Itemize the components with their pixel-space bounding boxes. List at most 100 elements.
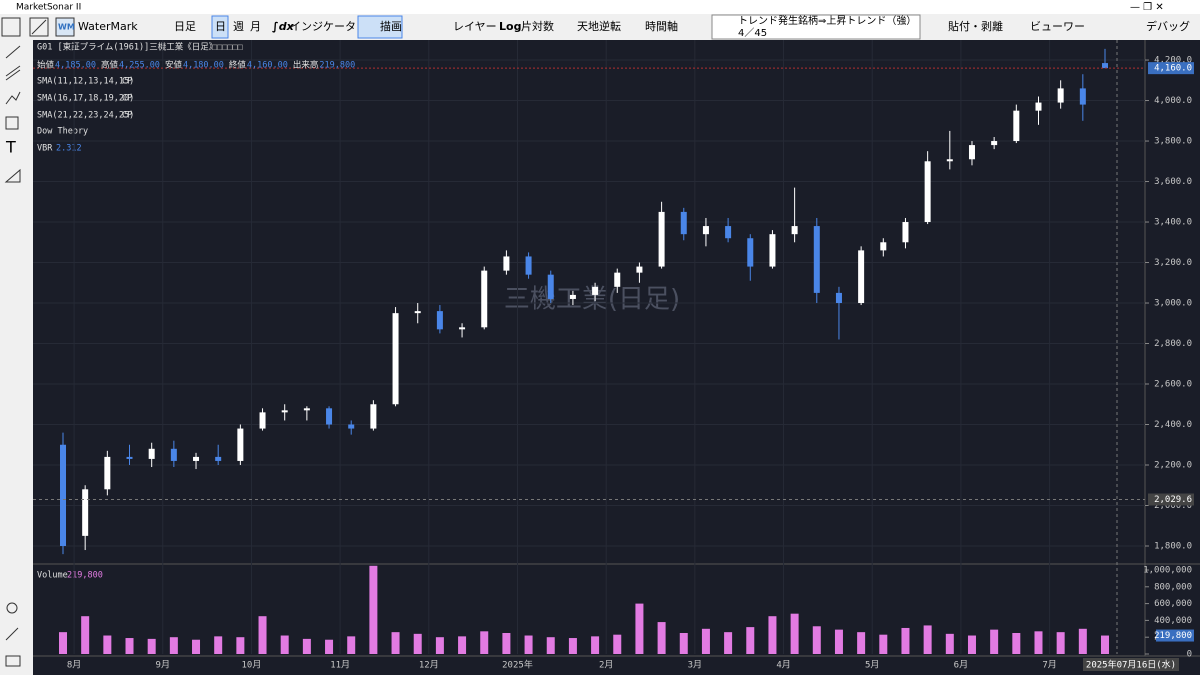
date-box (1083, 658, 1179, 671)
volume-tick-label: 600,000 (1154, 599, 1192, 609)
y-tick-label: 3,600.0 (1154, 177, 1192, 187)
candle-body (1102, 63, 1108, 69)
volume-title: Volume (37, 571, 68, 581)
x-tick-label: 4月 (776, 660, 790, 671)
watermark-button[interactable]: WaterMark (78, 20, 138, 33)
week-button[interactable]: 週 (233, 20, 244, 33)
candle-body (547, 274, 554, 299)
semilog-button[interactable]: 片対数 (521, 19, 554, 33)
volume-tick-label: 400,000 (1154, 616, 1192, 626)
window-controls[interactable]: — ❐ ✕ (1130, 2, 1164, 13)
candle-body (148, 448, 155, 459)
y-tick-label: 3,200.0 (1154, 258, 1192, 268)
day-button[interactable]: 日 (215, 20, 226, 33)
volume-bar (214, 636, 223, 654)
x-tick-label: 10月 (242, 660, 262, 671)
candle-body (658, 211, 665, 267)
volume-bar (857, 632, 866, 654)
volume-bar (990, 629, 999, 654)
info-name: 高値 (101, 60, 119, 71)
info-name: 終値 (229, 60, 247, 71)
volume-bar (458, 636, 467, 654)
volume-bar (724, 632, 733, 654)
candle-body (281, 410, 288, 413)
info-value: 4,185.00 (55, 61, 96, 71)
debug-button[interactable]: デバッグ (1146, 19, 1190, 33)
volume-bar (790, 613, 799, 654)
watermark: 三機工業(日足) (504, 285, 680, 315)
volume-bar (967, 635, 976, 654)
period-select[interactable]: 日足 (174, 20, 196, 33)
volume-tick-label: 1,000,000 (1143, 565, 1192, 575)
candle-body (193, 456, 200, 461)
dow-theory: Dow Theory (37, 127, 88, 137)
volume-bar (169, 637, 178, 654)
volume-bar (435, 637, 444, 654)
paste-button[interactable]: 貼付・剥離 (948, 19, 1003, 33)
volume-bar (701, 628, 710, 654)
draw-button[interactable]: 描画 (380, 19, 402, 33)
side-tools[interactable] (4, 45, 21, 667)
volume-bar (192, 639, 201, 654)
top-tools[interactable] (1, 14, 921, 40)
wm-icon: WM (58, 23, 75, 32)
volume-bar (1101, 635, 1109, 654)
volume-bar (635, 603, 644, 654)
vbr-name: VBR (37, 144, 53, 154)
x-tick-label: 2月 (599, 660, 613, 671)
info-value: 4,160.00 (247, 61, 288, 71)
vbr-value: 2.312 (56, 144, 82, 154)
x-tick-label: 7月 (1042, 660, 1056, 671)
volume-bar (302, 638, 311, 654)
crosshair-label: 2,029.6 (1154, 495, 1192, 505)
time-axis-button[interactable]: 時間軸 (645, 19, 678, 33)
invert-button[interactable]: 天地逆転 (577, 19, 621, 33)
candle-body (946, 159, 953, 162)
volume-bar (125, 638, 134, 654)
volume-bar (59, 632, 67, 654)
volume-bar (901, 627, 910, 654)
volume-tick-label: 0 (1187, 650, 1192, 660)
candle-body (525, 256, 532, 275)
volume-bar (103, 635, 112, 654)
text-tool[interactable]: T (5, 138, 16, 157)
candle-body (170, 448, 177, 461)
last-price-label: 4,160.0 (1154, 64, 1192, 74)
volume-bar (768, 616, 777, 654)
indicator-button[interactable]: インジケータ (290, 20, 356, 33)
candle-body (968, 145, 975, 160)
candle-body (1013, 110, 1020, 142)
candle-body (370, 404, 377, 429)
candle-body (459, 327, 466, 330)
x-tick-label: 6月 (954, 660, 968, 671)
candle-body (1079, 88, 1086, 105)
candle-body (902, 222, 909, 243)
volume-bar (81, 616, 90, 654)
screen-select[interactable]: トレンド発生銘柄⇒上昇トレンド（強） (738, 14, 916, 27)
window-title: MarketSonar II (16, 3, 81, 13)
y-tick-label: 4,000.0 (1154, 96, 1192, 106)
volume-bar (325, 639, 334, 654)
layer-button[interactable]: レイヤー (453, 20, 497, 33)
viewer-button[interactable]: ビューワー (1030, 20, 1085, 33)
indicator-icon: ∫dx (272, 20, 295, 33)
indicator-field: CP (122, 94, 132, 104)
chart-area (33, 40, 1200, 675)
month-button[interactable]: 月 (250, 20, 261, 33)
candle-body (569, 294, 576, 299)
candle-body (126, 456, 133, 459)
x-tick-label: 3月 (688, 660, 702, 671)
volume-bar (879, 634, 888, 654)
candle-body (60, 444, 66, 546)
candle-body (1057, 88, 1064, 103)
y-tick-label: 3,800.0 (1154, 137, 1192, 147)
volume-bar (480, 631, 489, 654)
volume-bar (613, 634, 622, 654)
candle-body (82, 489, 89, 536)
volume-bar (236, 637, 245, 654)
side-toolbar (0, 40, 33, 675)
volume-last-box (1156, 629, 1194, 642)
candle-body (1035, 102, 1042, 111)
x-tick-label: 9月 (156, 660, 170, 671)
